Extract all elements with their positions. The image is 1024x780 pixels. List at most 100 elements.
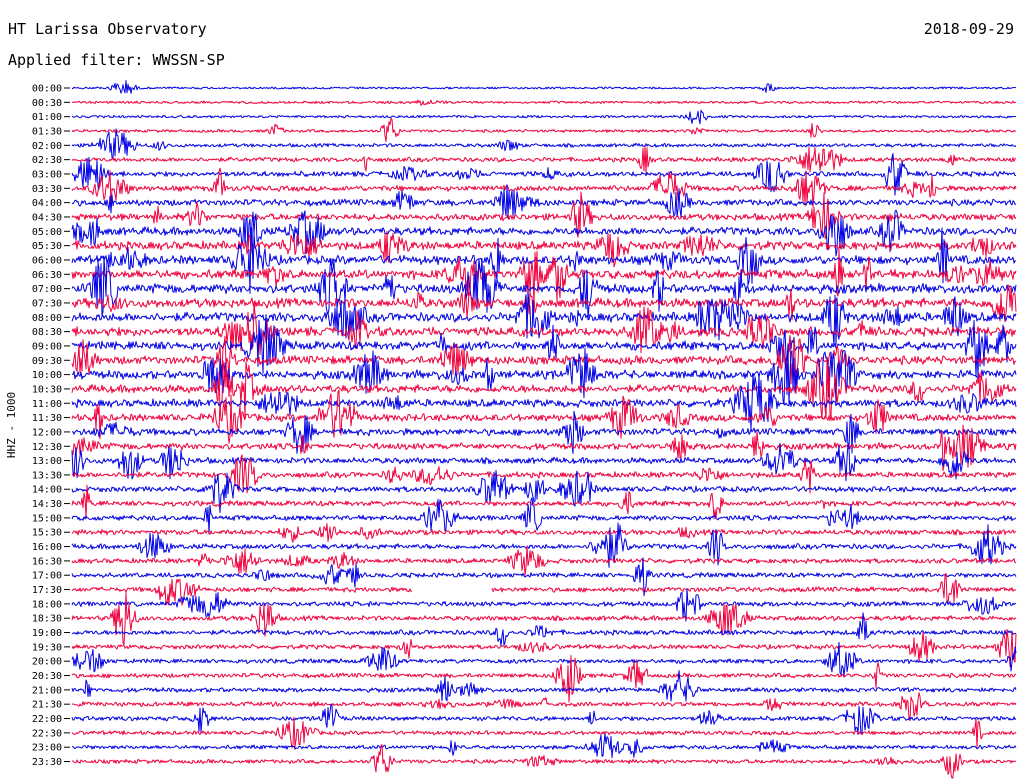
row-time-label: 05:30 <box>32 241 62 252</box>
row-time-label: 03:00 <box>32 169 62 180</box>
row-time-label: 23:30 <box>32 757 62 768</box>
row-time-label: 20:00 <box>32 657 62 668</box>
trace-1700 <box>71 557 1017 597</box>
trace-1600 <box>71 522 1017 568</box>
row-time-label: 22:00 <box>32 714 62 725</box>
row-time-label: 04:00 <box>32 198 62 209</box>
trace-0500 <box>71 209 1017 257</box>
row-time-label: 19:00 <box>32 628 62 639</box>
row-time-label: 22:30 <box>32 728 62 739</box>
trace-0000 <box>71 80 1017 94</box>
record-date: 2018-09-29 <box>923 20 1014 38</box>
row-time-label: 09:30 <box>32 356 62 367</box>
trace-0030 <box>71 99 1017 106</box>
trace-1400 <box>71 469 1017 514</box>
trace-0200 <box>71 128 1017 160</box>
trace-1800 <box>71 588 1017 622</box>
traces <box>71 80 1017 779</box>
trace-0400 <box>71 184 1017 219</box>
trace-1630 <box>71 545 1016 576</box>
row-time-label: 11:30 <box>32 413 62 424</box>
row-time-label: 11:00 <box>32 399 62 410</box>
y-axis-label-group: HHZ - 1000 <box>5 392 18 458</box>
row-time-label: 13:00 <box>32 456 62 467</box>
row-time-label: 17:00 <box>32 571 62 582</box>
trace-0830 <box>71 301 1017 356</box>
row-time-label: 03:30 <box>32 184 62 195</box>
trace-0430 <box>71 191 1017 239</box>
y-axis-label: HHZ - 1000 <box>5 392 18 458</box>
row-time-label: 02:00 <box>32 141 62 152</box>
row-time-label: 10:00 <box>32 370 62 381</box>
row-time-label: 14:00 <box>32 485 62 496</box>
trace-0730 <box>71 284 1017 323</box>
trace-0230 <box>71 145 1017 174</box>
trace-1900 <box>71 612 1017 647</box>
trace-1430 <box>71 484 1017 520</box>
row-time-label: 15:30 <box>32 528 62 539</box>
trace-0530 <box>72 230 1017 268</box>
row-time-label: 21:30 <box>32 700 62 711</box>
row-time-label: 07:30 <box>32 298 62 309</box>
trace-0900 <box>71 314 1017 378</box>
trace-1200 <box>71 410 1017 454</box>
row-time-label: 14:30 <box>32 499 62 510</box>
row-time-label: 04:30 <box>32 212 62 223</box>
row-time-label: 15:00 <box>32 513 62 524</box>
trace-2030 <box>71 655 1017 703</box>
row-time-label: 18:30 <box>32 614 62 625</box>
trace-1030 <box>71 357 1017 420</box>
row-time-label: 18:00 <box>32 599 62 610</box>
trace-1000 <box>71 347 1017 405</box>
trace-2200 <box>71 703 1017 735</box>
trace-0600 <box>71 227 1017 294</box>
trace-1130 <box>71 389 1017 444</box>
row-time-label: 19:30 <box>32 642 62 653</box>
trace-0300 <box>71 153 1017 196</box>
trace-1300 <box>71 442 1017 482</box>
observatory-title: HT Larissa Observatory <box>8 20 207 38</box>
row-time-label: 08:00 <box>32 313 62 324</box>
row-time-label: 01:00 <box>32 112 62 123</box>
trace-1500 <box>71 497 1017 535</box>
trace-2100 <box>71 670 1017 702</box>
trace-0800 <box>71 291 1017 347</box>
trace-0330 <box>71 167 1017 209</box>
trace-2130 <box>71 692 1017 722</box>
trace-1100 <box>71 373 1017 430</box>
row-time-label: 06:00 <box>32 255 62 266</box>
trace-1730 <box>71 572 1017 606</box>
row-time-label: 20:30 <box>32 671 62 682</box>
row-time-label: 02:30 <box>32 155 62 166</box>
trace-0630 <box>71 248 1017 306</box>
row-time-label: 12:00 <box>32 427 62 438</box>
row-time-label: 10:30 <box>32 384 62 395</box>
row-time-label: 08:30 <box>32 327 62 338</box>
row-time-label: 07:00 <box>32 284 62 295</box>
trace-1930 <box>71 629 1017 667</box>
filter-label: Applied filter: WWSSN-SP <box>8 51 225 69</box>
trace-1830 <box>71 592 1017 646</box>
row-time-label: 13:30 <box>32 470 62 481</box>
row-time-label: 00:00 <box>32 84 62 95</box>
row-time-label: 09:00 <box>32 341 62 352</box>
row-time-label: 00:30 <box>32 98 62 109</box>
trace-2230 <box>71 716 1017 749</box>
trace-0700 <box>71 256 1017 321</box>
row-time-label: 12:30 <box>32 442 62 453</box>
row-time-label: 23:00 <box>32 743 62 754</box>
time-ticks: 00:00 00:30 01:00 01:30 02:00 02:30 03:00 03:30… <box>32 84 70 768</box>
row-time-label: 16:00 <box>32 542 62 553</box>
trace-0130 <box>71 117 1017 143</box>
trace-2330 <box>71 744 1017 779</box>
row-time-label: 21:00 <box>32 685 62 696</box>
trace-0100 <box>71 109 1017 125</box>
row-time-label: 06:30 <box>32 270 62 281</box>
row-time-label: 16:30 <box>32 556 62 567</box>
trace-2000 <box>71 641 1017 677</box>
trace-1230 <box>71 424 1017 472</box>
row-time-label: 17:30 <box>32 585 62 596</box>
row-time-label: 05:00 <box>32 227 62 238</box>
row-time-label: 01:30 <box>32 126 62 137</box>
